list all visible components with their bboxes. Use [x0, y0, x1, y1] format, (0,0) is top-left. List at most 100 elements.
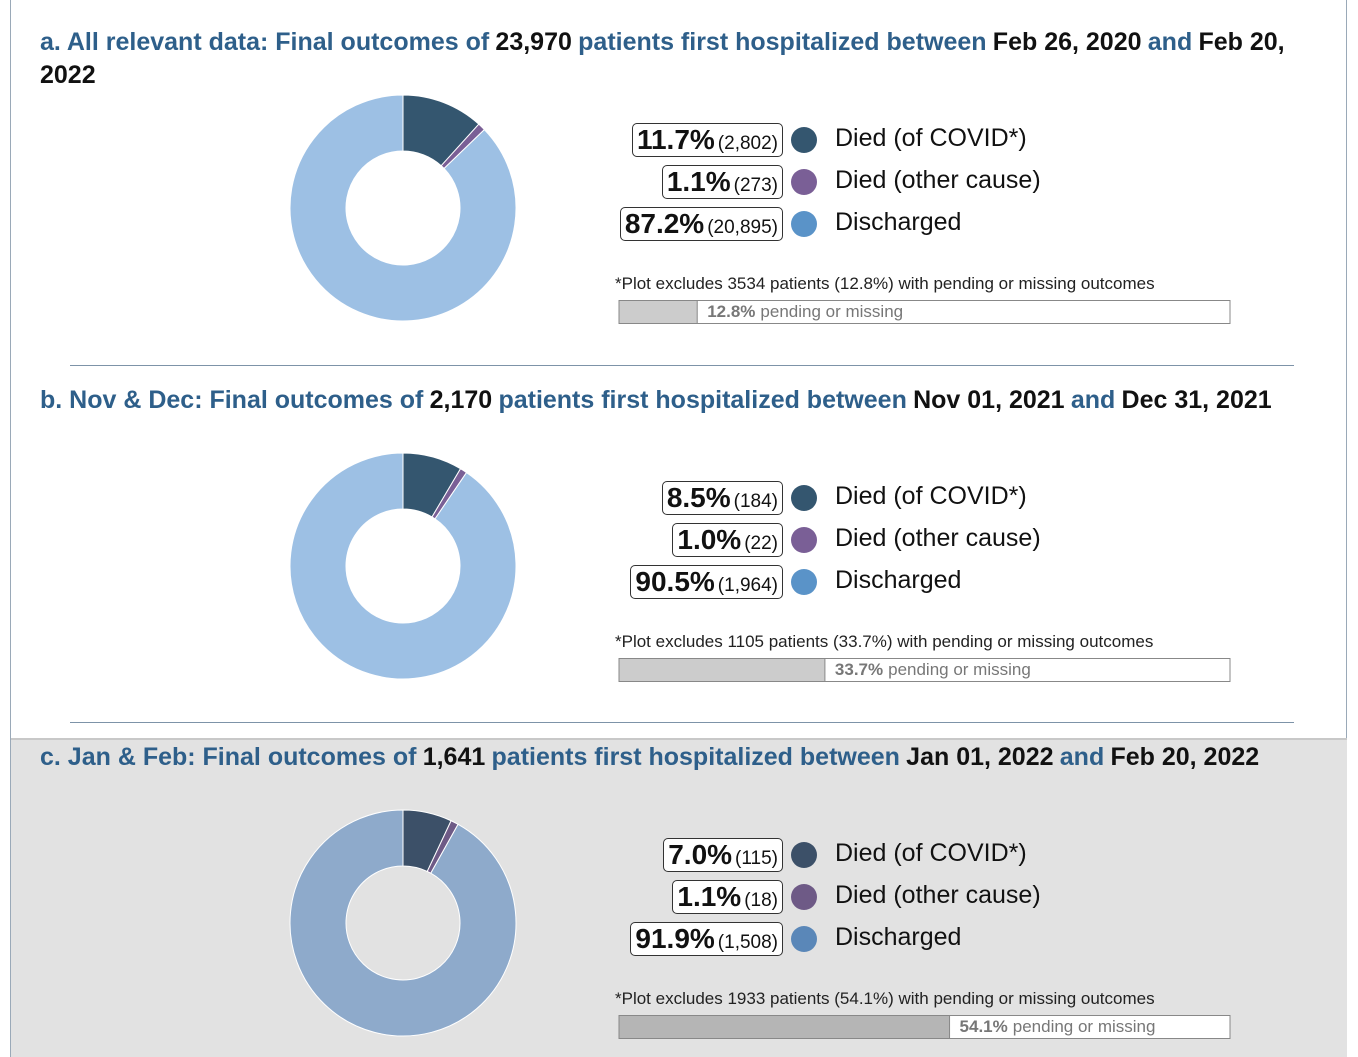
legend-marker: [791, 169, 817, 195]
title-part: 1,641: [422, 743, 486, 771]
value-box: 90.5% (1,964): [630, 565, 783, 599]
percent-label: 91.9%: [635, 923, 715, 954]
count-label: (273): [733, 175, 778, 196]
count-label: (1,508): [717, 932, 778, 953]
title-part: patients first hospitalized between: [498, 386, 907, 414]
title-part: Feb 20, 2022: [1110, 743, 1260, 771]
title-part: a. All relevant data: Final outcomes of: [40, 28, 490, 56]
pending-label: 54.1%: [960, 1017, 1008, 1036]
pending-bar: 12.8% pending or missing: [618, 300, 1231, 324]
legend-label: Died (other cause): [835, 524, 1041, 552]
legend-marker: [791, 842, 817, 868]
legend-row: 7.0% (115) Died (of COVID*): [560, 834, 1120, 876]
legend-row: 87.2% (20,895) Discharged: [560, 203, 1120, 245]
pending-fill: [618, 1015, 951, 1039]
value-box: 91.9% (1,508): [630, 922, 783, 956]
panel-title: b. Nov & Dec: Final outcomes of 2,170 pati…: [40, 384, 1330, 417]
pending-fill: [618, 300, 698, 324]
legend-label: Died (of COVID*): [835, 124, 1027, 152]
value-box: 11.7% (2,802): [631, 123, 783, 157]
title-part: Nov 01, 2021: [913, 386, 1065, 414]
count-label: (22): [744, 533, 778, 554]
note: *Plot excludes 1105 patients (33.7%) wit…: [615, 632, 1154, 651]
pending-desc: pending or missing: [760, 302, 903, 321]
percent-label: 1.1%: [677, 881, 742, 912]
legend-row: 11.7% (2,802) Died (of COVID*): [560, 119, 1120, 161]
title-part: and: [1070, 386, 1116, 414]
pending-text: 12.8% pending or missing: [707, 302, 903, 321]
title-part: Dec 31, 2021: [1121, 386, 1272, 414]
legend-marker: [791, 485, 817, 511]
legend-marker: [791, 569, 817, 595]
value-box: 1.0% (22): [672, 523, 783, 557]
title-part: and: [1059, 743, 1105, 771]
legend-label: Discharged: [835, 208, 962, 236]
legend-label: Discharged: [835, 566, 962, 594]
legend-label: Discharged: [835, 923, 962, 951]
legend-label: Died (other cause): [835, 881, 1041, 909]
title-part: and: [1147, 28, 1193, 56]
title-part: Feb 20, 2022: [40, 28, 1285, 89]
legend-marker: [791, 884, 817, 910]
legend-marker: [791, 527, 817, 553]
donut-slice: [289, 94, 517, 322]
percent-label: 87.2%: [624, 208, 705, 239]
legend-marker: [791, 211, 817, 237]
donut-chart: [289, 452, 517, 680]
frame: [10, 0, 1347, 1057]
legend-marker: [791, 127, 817, 153]
title-part: patients first hospitalized between: [578, 28, 987, 56]
legend-label: Died (of COVID*): [835, 839, 1027, 867]
legend-row: 90.5% (1,964) Discharged: [560, 561, 1120, 603]
panel-title: c. Jan & Feb: Final outcomes of 1,641 pati…: [40, 741, 1330, 774]
percent-label: 90.5%: [635, 566, 715, 597]
count-label: (18): [744, 890, 778, 911]
donut-chart: [289, 809, 517, 1037]
title-part: c. Jan & Feb: Final outcomes of: [40, 743, 417, 771]
legend-label: Died (other cause): [835, 166, 1041, 194]
percent-label: 8.5%: [666, 482, 731, 513]
title-part: patients first hospitalized between: [491, 743, 900, 771]
count-label: (184): [733, 491, 778, 512]
pending-bar: 33.7% pending or missing: [618, 658, 1231, 682]
count-label: (2,802): [717, 133, 778, 154]
title-part: b. Nov & Dec: Final outcomes of: [40, 386, 424, 414]
pending-label: 12.8%: [707, 302, 755, 321]
value-box: 87.2% (20,895): [619, 207, 783, 241]
pending-text: 54.1% pending or missing: [960, 1017, 1156, 1036]
note: *Plot excludes 1933 patients (54.1%) wit…: [615, 989, 1155, 1008]
percent-label: 1.1%: [666, 166, 731, 197]
legend-row: 1.1% (273) Died (other cause): [560, 161, 1120, 203]
title-part: Jan 01, 2022: [906, 743, 1054, 771]
percent-label: 11.7%: [636, 124, 715, 155]
note: *Plot excludes 3534 patients (12.8%) wit…: [615, 274, 1155, 293]
pending-text: 33.7% pending or missing: [835, 660, 1031, 679]
title-part: 2,170: [429, 386, 493, 414]
value-box: 1.1% (273): [661, 165, 783, 199]
panel-title: a. All relevant data: Final outcomes of 2…: [40, 26, 1330, 92]
pending-bar: 54.1% pending or missing: [618, 1015, 1231, 1039]
legend-row: 91.9% (1,508) Discharged: [560, 918, 1120, 960]
count-label: (1,964): [717, 575, 778, 596]
pending-desc: pending or missing: [1013, 1017, 1156, 1036]
donut-chart: [289, 94, 517, 322]
legend-row: 1.0% (22) Died (other cause): [560, 519, 1120, 561]
percent-label: 7.0%: [668, 839, 733, 870]
separator: [70, 365, 1294, 366]
pending-desc: pending or missing: [888, 660, 1031, 679]
count-label: (115): [735, 848, 778, 869]
value-box: 8.5% (184): [661, 481, 783, 515]
legend-row: 1.1% (18) Died (other cause): [560, 876, 1120, 918]
legend-row: 8.5% (184) Died (of COVID*): [560, 477, 1120, 519]
count-label: (20,895): [707, 217, 778, 238]
pending-label: 33.7%: [835, 660, 883, 679]
title-part: Feb 26, 2020: [992, 28, 1142, 56]
title-part: 23,970: [495, 28, 572, 56]
pending-fill: [618, 658, 826, 682]
value-box: 7.0% (115): [663, 838, 783, 872]
legend-label: Died (of COVID*): [835, 482, 1027, 510]
separator: [70, 722, 1294, 723]
legend-marker: [791, 926, 817, 952]
donut-slice: [289, 452, 517, 680]
